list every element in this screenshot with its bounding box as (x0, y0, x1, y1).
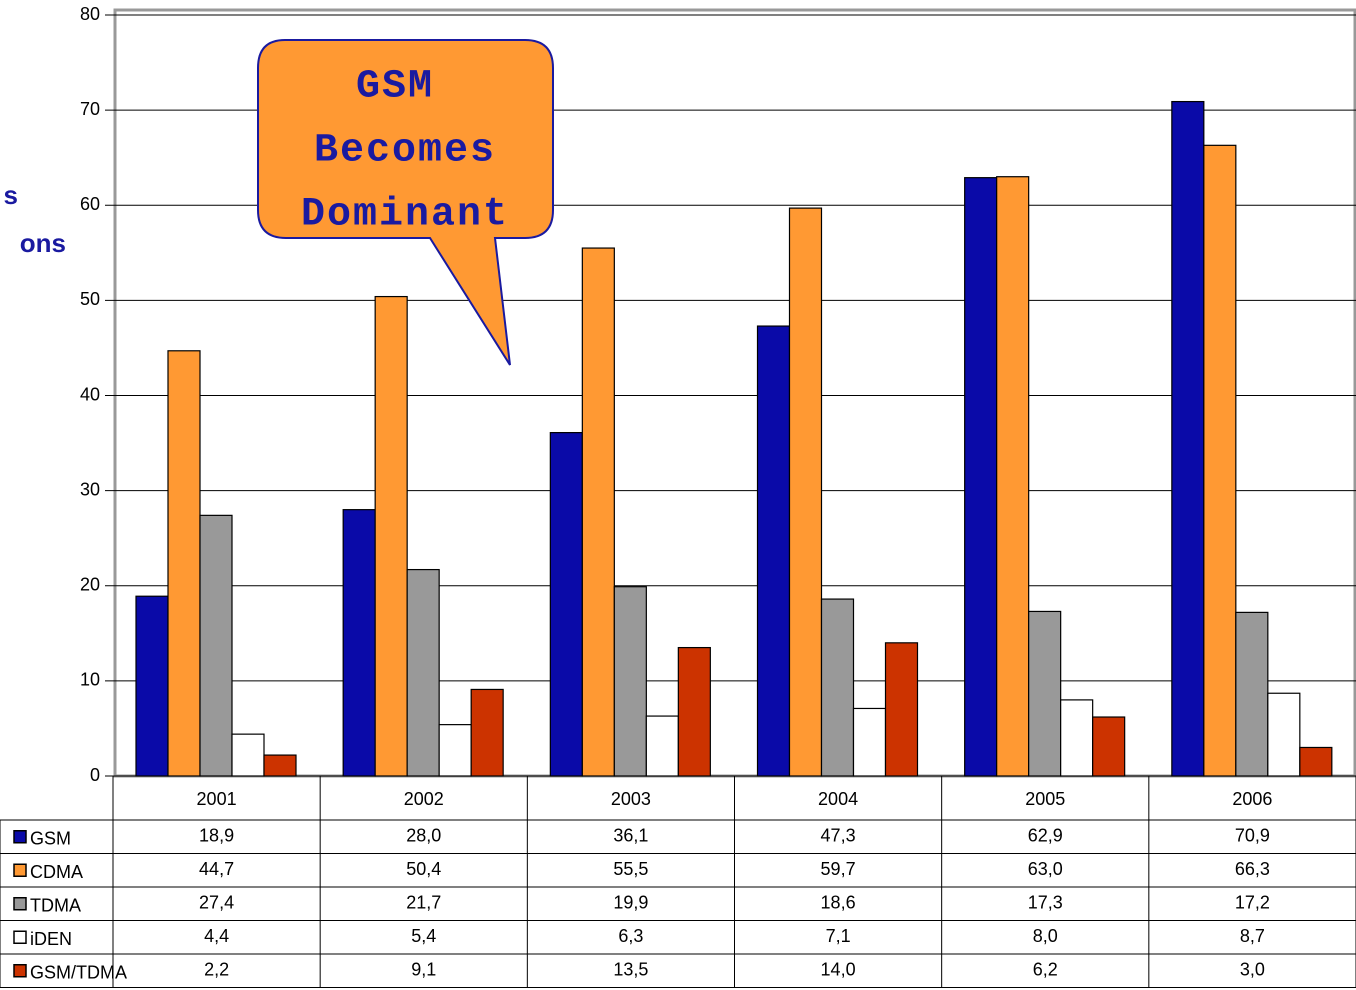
annotation: GSM (356, 65, 434, 110)
value-label: 6,2 (1033, 960, 1058, 980)
y-tick-label: 20 (80, 575, 100, 595)
value-label: 17,3 (1028, 893, 1063, 913)
value-label: 18,9 (199, 826, 234, 846)
value-label: 50,4 (406, 859, 441, 879)
bar (470, 688, 504, 777)
bar (645, 715, 679, 777)
value-label: 27,4 (199, 893, 234, 913)
bar (1267, 692, 1301, 777)
value-label: 14,0 (821, 960, 856, 980)
x-tick-label: 2003 (611, 789, 651, 809)
value-label: 9,1 (411, 960, 436, 980)
value-label: 36,1 (613, 826, 648, 846)
y-axis-label: ons (20, 228, 66, 258)
value-label: 8,7 (1240, 926, 1265, 946)
legend-swatch (13, 930, 27, 944)
value-label: 21,7 (406, 893, 441, 913)
annotation: Dominant (301, 193, 509, 238)
y-tick-label: 30 (80, 479, 100, 499)
value-label: 28,0 (406, 826, 441, 846)
bar (756, 325, 791, 777)
value-label: 3,0 (1240, 960, 1265, 980)
value-label: 13,5 (613, 960, 648, 980)
bar (884, 642, 919, 777)
value-label: 17,2 (1235, 893, 1270, 913)
bar (677, 646, 711, 777)
legend-label: GSM/TDMA (30, 963, 127, 983)
y-tick-label: 0 (90, 765, 100, 785)
bar (1299, 746, 1333, 777)
value-label: 59,7 (821, 859, 856, 879)
bar (438, 724, 472, 777)
bar (964, 177, 998, 777)
value-label: 44,7 (199, 859, 234, 879)
legend-label: CDMA (30, 862, 83, 882)
bar (199, 514, 233, 777)
legend-swatch (13, 830, 27, 844)
callout (257, 39, 554, 366)
annotation: Becomes (314, 129, 496, 174)
value-label: 47,3 (821, 826, 856, 846)
bar (820, 598, 855, 777)
value-label: 2,2 (204, 960, 229, 980)
legend-label: GSM (30, 829, 71, 849)
legend-swatch (13, 863, 27, 877)
value-label: 62,9 (1028, 826, 1063, 846)
y-tick-label: 60 (80, 194, 100, 214)
value-label: 4,4 (204, 926, 229, 946)
bar (613, 586, 647, 777)
bar (167, 350, 201, 777)
value-label: 63,0 (1028, 859, 1063, 879)
bar (406, 568, 440, 777)
y-tick-label: 10 (80, 670, 100, 690)
value-label: 5,4 (411, 926, 436, 946)
value-label: 55,5 (613, 859, 648, 879)
bar (996, 176, 1030, 777)
legend-swatch (13, 897, 27, 911)
legend-label: iDEN (30, 929, 72, 949)
x-tick-label: 2004 (818, 789, 858, 809)
bar (1092, 716, 1126, 777)
legend-label: TDMA (30, 896, 81, 916)
bar (1171, 100, 1205, 777)
bar (788, 207, 823, 777)
bar (1028, 610, 1062, 777)
x-tick-label: 2005 (1025, 789, 1065, 809)
bar (1203, 144, 1237, 777)
y-tick-label: 80 (80, 4, 100, 24)
bar (374, 295, 408, 777)
x-tick-label: 2002 (404, 789, 444, 809)
bar (263, 754, 297, 777)
value-label: 6,3 (618, 926, 643, 946)
value-label: 66,3 (1235, 859, 1270, 879)
value-label: 18,6 (821, 893, 856, 913)
bar (342, 509, 376, 777)
value-label: 70,9 (1235, 826, 1270, 846)
x-tick-label: 2006 (1232, 789, 1272, 809)
y-tick-label: 70 (80, 99, 100, 119)
y-tick-label: 40 (80, 384, 100, 404)
bar (549, 431, 583, 777)
x-tick-label: 2001 (197, 789, 237, 809)
bar (1235, 611, 1269, 777)
value-label: 7,1 (826, 926, 851, 946)
y-tick-label: 50 (80, 289, 100, 309)
bar (1060, 699, 1094, 777)
y-axis-label: s (4, 180, 18, 210)
legend-swatch (13, 964, 27, 978)
value-label: 8,0 (1033, 926, 1058, 946)
bar (231, 733, 265, 777)
bar (581, 247, 615, 777)
value-label: 19,9 (613, 893, 648, 913)
bar (135, 595, 169, 777)
bar (852, 707, 887, 777)
